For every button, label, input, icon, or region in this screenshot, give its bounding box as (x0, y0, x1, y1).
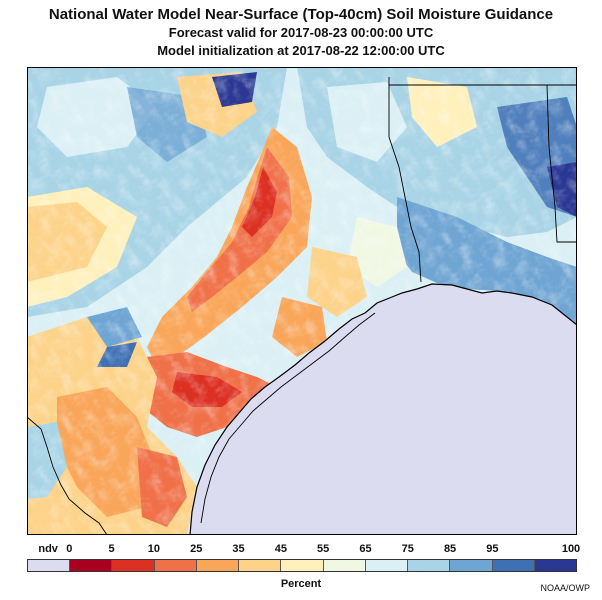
state-boundary-ms (546, 84, 577, 243)
legend-unit-label: Percent (280, 578, 322, 590)
model-init-time: Model initialization at 2017-08-22 12:00… (157, 43, 445, 58)
legend-label: 35 (232, 543, 245, 555)
legend-label: 10 (147, 543, 161, 555)
barrier-islands (200, 312, 376, 524)
legend-label: 55 (317, 543, 330, 555)
legend-swatch (196, 560, 240, 571)
legend-color-bar (27, 559, 577, 572)
legend-label: 85 (443, 543, 457, 555)
legend-swatch (323, 560, 366, 571)
legend-label: ndv (38, 543, 58, 555)
map-title-block: National Water Model Near-Surface (Top-4… (0, 6, 602, 60)
legend-label: 100 (561, 543, 581, 555)
soil-moisture-map (27, 67, 577, 535)
forecast-valid-time: Forecast valid for 2017-08-23 00:00:00 U… (168, 25, 434, 40)
legend-swatch (534, 560, 577, 571)
legend-swatch (28, 560, 71, 571)
map-frame (27, 67, 577, 535)
legend-label: 95 (486, 543, 499, 555)
coastline (189, 283, 577, 535)
color-legend: ndv 0 5 10 25 35 45 55 65 75 85 95 100 (27, 543, 581, 575)
legend-label: 25 (190, 543, 203, 555)
legend-swatch (154, 560, 197, 571)
legend-label: 75 (401, 543, 414, 555)
legend-swatch (408, 560, 451, 571)
legend-label: 5 (108, 543, 115, 555)
legend-swatch (70, 560, 113, 571)
credit-text: NOAA/OWP (540, 583, 590, 593)
legend-swatch (281, 560, 324, 571)
map-title: National Water Model Near-Surface (Top-4… (48, 6, 554, 23)
legend-label: 0 (66, 543, 73, 555)
legend-label: 45 (274, 543, 287, 555)
legend-swatch (365, 560, 409, 571)
legend-label: 65 (359, 543, 372, 555)
legend-swatch (239, 560, 282, 571)
rio-grande-border (27, 416, 108, 535)
legend-swatch (112, 560, 155, 571)
state-boundary-tx-la (388, 77, 422, 283)
legend-swatch (492, 560, 535, 571)
legend-swatch (450, 560, 493, 571)
